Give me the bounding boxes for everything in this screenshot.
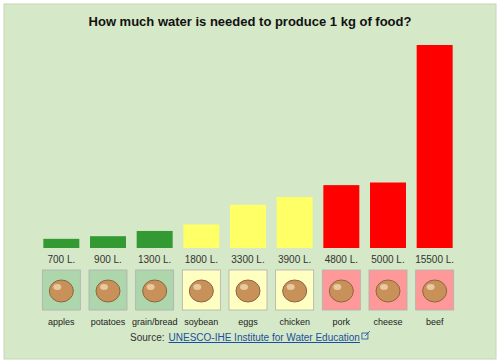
external-link-arrow [365, 331, 370, 336]
icon-shape [49, 280, 73, 302]
chart-root: How much water is needed to produce 1 kg… [0, 0, 500, 363]
bar [137, 231, 173, 248]
icon-box [42, 270, 80, 310]
value-label: 700 L. [47, 254, 75, 265]
icon-box [369, 270, 407, 310]
icon-box [416, 270, 454, 310]
icon-shape [423, 280, 447, 302]
category-label: eggs [238, 317, 258, 327]
category-label: chicken [279, 317, 310, 327]
source: Source: UNESCO-IHE Institute for Water Ed… [130, 331, 370, 343]
icon-box [276, 270, 314, 310]
icon-box [229, 270, 267, 310]
value-label: 1300 L. [138, 254, 171, 265]
icon-shape [189, 280, 213, 302]
value-label: 15500 L. [415, 254, 454, 265]
icon-shape [143, 280, 167, 302]
category-label: cheese [373, 317, 402, 327]
bar [277, 197, 313, 248]
icon-highlight [53, 284, 61, 290]
icon-highlight [100, 284, 108, 290]
category-label: beef [426, 317, 444, 327]
icon-shape [329, 280, 353, 302]
category-label: pork [333, 317, 351, 327]
icon-shape [283, 280, 307, 302]
bar [370, 183, 406, 248]
icon-highlight [147, 284, 155, 290]
source-link[interactable]: UNESCO-IHE Institute for Water Education [169, 332, 360, 343]
bar [90, 236, 126, 248]
bar [323, 185, 359, 248]
category-label: potatoes [91, 317, 126, 327]
chart-svg: How much water is needed to produce 1 kg… [0, 0, 500, 363]
source-prefix: Source: [130, 332, 164, 343]
icon-shape [236, 280, 260, 302]
category-label: soybean [184, 317, 218, 327]
value-label: 4800 L. [325, 254, 358, 265]
bar [230, 205, 266, 248]
title: How much water is needed to produce 1 kg… [89, 14, 412, 29]
icon-highlight [193, 284, 201, 290]
value-label: 3300 L. [231, 254, 264, 265]
value-label: 5000 L. [371, 254, 404, 265]
icon-highlight [427, 284, 435, 290]
icon-shape [96, 280, 120, 302]
value-label: 3900 L. [278, 254, 311, 265]
icon-highlight [240, 284, 248, 290]
icon-highlight [380, 284, 388, 290]
icon-shape [376, 280, 400, 302]
bar [183, 224, 219, 248]
icon-box [89, 270, 127, 310]
category-label: grain/bread [132, 317, 178, 327]
icon-highlight [287, 284, 295, 290]
bar [43, 239, 79, 248]
icon-box [136, 270, 174, 310]
value-label: 1800 L. [185, 254, 218, 265]
icon-box [322, 270, 360, 310]
panel [4, 4, 496, 359]
bars [43, 45, 452, 248]
icon-highlight [333, 284, 341, 290]
bar [417, 45, 453, 248]
icon-box [182, 270, 220, 310]
category-label: apples [48, 317, 75, 327]
value-label: 900 L. [94, 254, 122, 265]
